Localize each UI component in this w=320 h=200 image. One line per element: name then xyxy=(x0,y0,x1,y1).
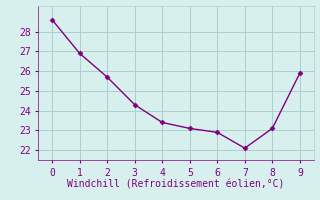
X-axis label: Windchill (Refroidissement éolien,°C): Windchill (Refroidissement éolien,°C) xyxy=(67,179,285,189)
